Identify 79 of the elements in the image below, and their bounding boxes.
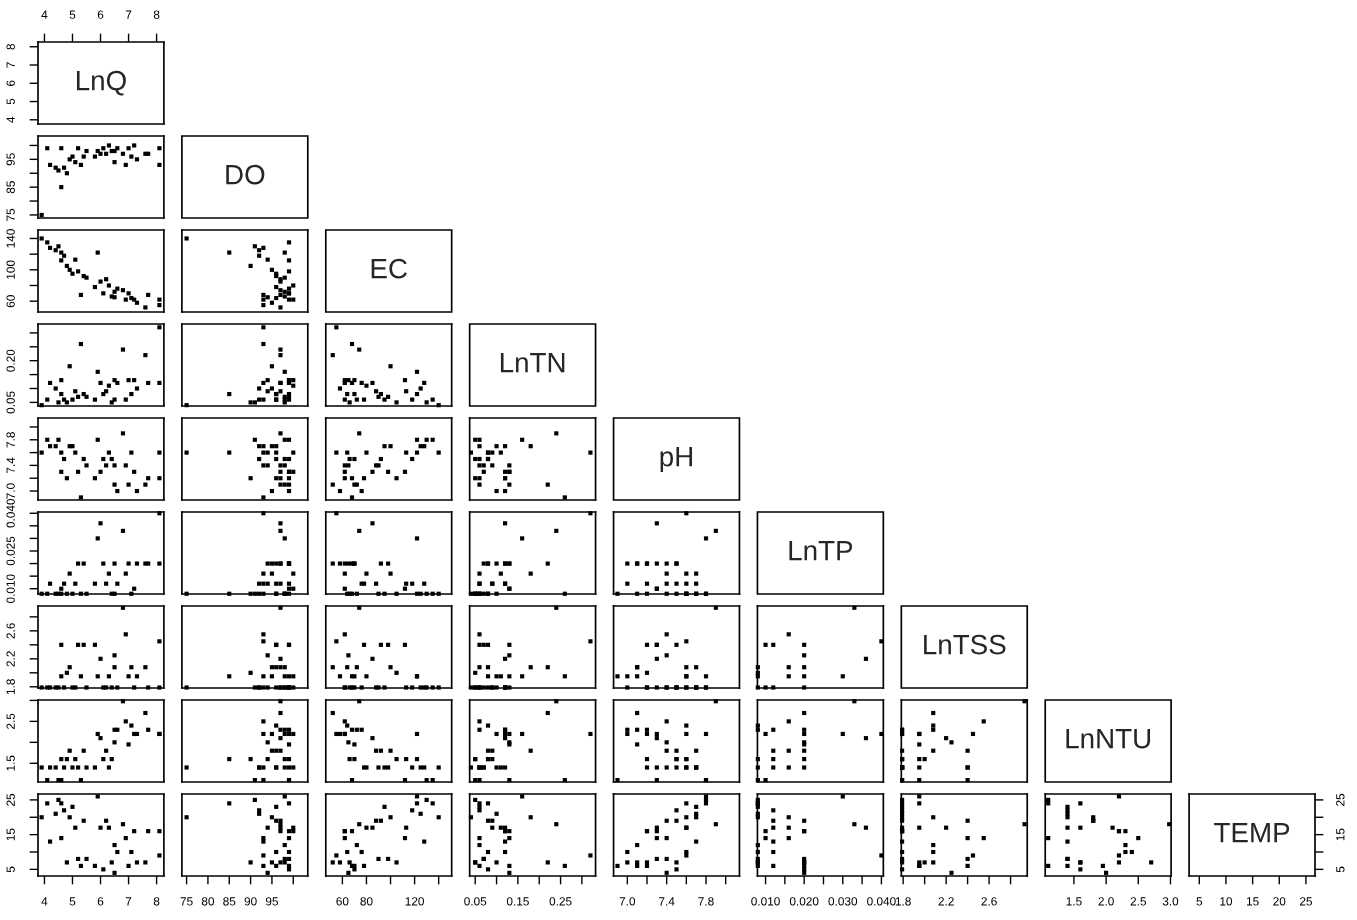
x-tick-label: 80 <box>360 897 373 906</box>
x-tick-label: 4 <box>41 897 48 906</box>
y-tick-label: 15 <box>6 828 15 841</box>
y-axis-title: LnTSS <box>924 634 1006 655</box>
x-tick-label: 2.6 <box>981 897 997 906</box>
y-tick-label: 1.5 <box>6 755 15 771</box>
y2-tick-label: 5 <box>1336 866 1345 873</box>
y-tick-label: 0.20 <box>6 349 15 372</box>
x-tick-label: 5 <box>1196 897 1203 906</box>
x-tick-label: 0.010 <box>751 897 780 906</box>
x-tick-label: 90 <box>244 897 257 906</box>
x-tick-label: 80 <box>201 897 215 906</box>
x-tick-label: 25 <box>1299 897 1313 906</box>
y-tick-label: 5 <box>6 98 15 105</box>
x-tick-label: 10 <box>1220 897 1233 906</box>
x-tick-label: 8 <box>153 897 160 906</box>
x-tick-label: 15 <box>1246 897 1259 906</box>
x-tick-label: 0.15 <box>506 897 529 906</box>
y-tick-label: 6 <box>6 80 15 86</box>
x-tick-label: 6 <box>97 10 104 19</box>
y2-tick-label: 15 <box>1336 828 1345 841</box>
y-tick-label: 2.2 <box>6 651 15 667</box>
x-tick-label: 7 <box>125 10 132 19</box>
x-tick-label: 60 <box>336 897 349 906</box>
y-tick-label: 2.5 <box>6 713 15 729</box>
x-tick-label: 7.0 <box>619 897 636 906</box>
x-tick-label: 7.4 <box>659 897 675 906</box>
x-tick-label: 2.0 <box>1098 897 1114 906</box>
y-tick-label: 85 <box>6 181 15 194</box>
x-tick-label: 75 <box>180 897 193 906</box>
x-tick-label: 0.030 <box>828 897 858 906</box>
y-tick-label: 4 <box>6 116 15 123</box>
y-tick-label: 0.010 <box>6 574 15 604</box>
text: TEMP <box>1214 823 1290 843</box>
y-tick-label: 1.8 <box>6 679 15 695</box>
x-tick-label: 20 <box>1273 897 1286 906</box>
x-tick-label: 7.8 <box>698 897 714 906</box>
x-tick-label: 8 <box>153 10 160 19</box>
y-tick-label: 75 <box>6 208 15 221</box>
y-tick-label: 25 <box>6 793 15 806</box>
x-tick-label: 7 <box>125 897 132 906</box>
y-tick-label: 7 <box>6 62 15 68</box>
x-tick-label: 0.040 <box>867 897 896 906</box>
y-axis-title: EC <box>371 258 407 279</box>
x-tick-label: 85 <box>223 897 236 906</box>
x-tick-label: 5 <box>69 897 76 906</box>
y-axis-title: LnTP <box>789 541 853 561</box>
y-axis-title: LnNTU <box>1066 729 1151 749</box>
y-tick-label: 60 <box>6 295 15 308</box>
x-tick-label: 6 <box>97 897 104 906</box>
x-tick-label: 0.020 <box>789 897 819 906</box>
y-tick-label: 0.040 <box>6 498 15 528</box>
x-tick-label: 1.8 <box>895 897 911 906</box>
x-tick-label: 2.2 <box>938 897 954 906</box>
y-tick-label: 140 <box>6 229 15 248</box>
y-tick-label: 7.8 <box>6 432 15 448</box>
y-axis-title: pH <box>660 447 692 472</box>
x-tick-label: 95 <box>265 897 278 906</box>
y-tick-label: 100 <box>6 260 15 279</box>
y-tick-label: 8 <box>6 43 15 50</box>
y-tick-label: 7.0 <box>6 483 15 499</box>
y-tick-label: 7.4 <box>6 457 15 474</box>
x-tick-label: 1.5 <box>1066 897 1082 906</box>
x-tick-label: 0.05 <box>464 897 487 906</box>
x-tick-label: 0.25 <box>549 897 572 906</box>
x-tick-label: 4 <box>41 10 48 19</box>
x-tick-label: 2.5 <box>1130 897 1146 906</box>
y2-tick-label: 25 <box>1336 793 1345 806</box>
y-tick-label: 2.6 <box>6 623 15 639</box>
y-tick-label: 95 <box>6 153 15 166</box>
x-tick-label: 5 <box>69 10 76 19</box>
y-tick-label: 5 <box>6 866 15 873</box>
x-tick-label: 3.0 <box>1162 897 1179 906</box>
y-axis-title: LnTN <box>500 353 565 373</box>
x-tick-label: 120 <box>405 897 424 906</box>
y-axis-title: DO <box>226 164 265 185</box>
y-tick-label: 0.05 <box>6 391 15 414</box>
text: LnQ <box>76 70 126 96</box>
y-tick-label: 0.025 <box>6 536 15 566</box>
